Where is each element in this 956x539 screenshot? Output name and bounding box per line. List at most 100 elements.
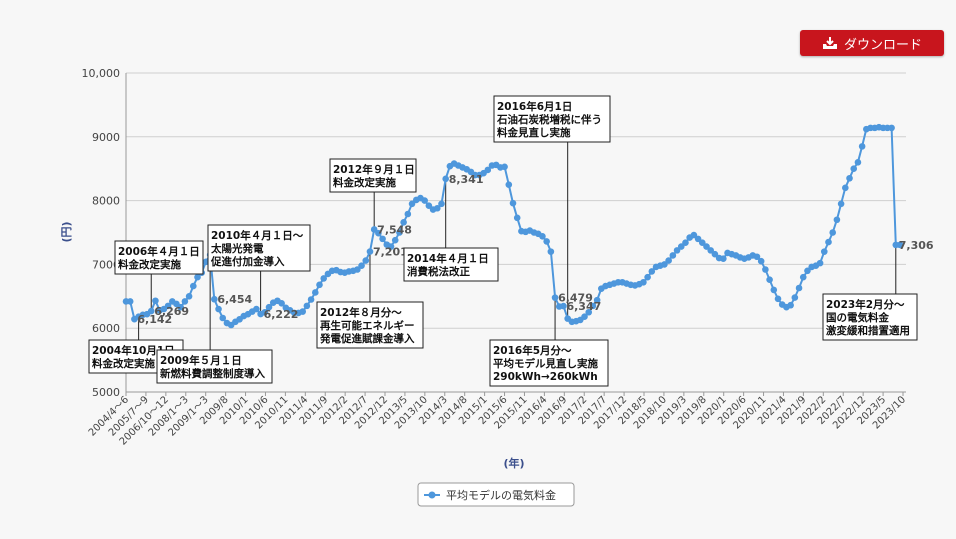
data-point: [762, 266, 769, 273]
annotation-text: 発電促進賦課金導入: [319, 332, 415, 345]
download-button[interactable]: ダウンロード: [800, 30, 944, 56]
data-point: [484, 166, 492, 174]
annotation-text: 平均モデル見直し実施: [493, 357, 598, 370]
data-point: [896, 241, 904, 249]
data-point: [711, 250, 719, 258]
data-point: [799, 273, 807, 281]
data-point: [690, 231, 698, 239]
data-point: [362, 257, 370, 264]
data-point: [185, 293, 193, 300]
data-point: [307, 296, 315, 303]
data-label: 6,479: [558, 292, 593, 305]
data-point: [316, 281, 323, 289]
legend: 平均モデルの電気料金: [417, 482, 575, 507]
annotation-text: 促進付加金導入: [210, 255, 285, 268]
annotation-text: 新燃料費調整制度導入: [160, 367, 265, 380]
annotation-text: 2010年４月１日～: [211, 229, 304, 242]
data-point: [648, 268, 656, 275]
annotation-frame: [822, 293, 918, 341]
data-point: [539, 233, 546, 240]
data-point: [593, 296, 601, 304]
data-point: [753, 253, 761, 261]
data-point: [707, 247, 715, 254]
annotation-leader-lines: [138, 142, 897, 350]
data-point: [194, 273, 201, 281]
annotation-text: 2012年９月１日: [333, 163, 415, 176]
data-point: [501, 163, 508, 171]
data-point: [442, 175, 449, 183]
data-point: [147, 307, 155, 315]
data-point: [421, 197, 428, 204]
data-point: [425, 202, 433, 210]
annotation-text: 国の電気料金: [826, 311, 889, 324]
data-point: [299, 308, 306, 315]
data-label: 6,454: [217, 293, 252, 306]
data-point: [513, 214, 521, 222]
annotation-text: 料金改定実施: [333, 176, 396, 189]
data-point: [825, 238, 832, 246]
annotation-text: 290kWh→260kWh: [493, 371, 598, 383]
data-point: [311, 289, 319, 296]
data-point: [829, 229, 836, 236]
data-point: [181, 298, 189, 305]
annotation-frame: [156, 349, 273, 384]
data-point: [438, 200, 445, 208]
data-point: [703, 243, 710, 250]
data-point: [404, 210, 412, 218]
data-point: [673, 247, 681, 254]
data-point: [791, 294, 799, 301]
data-point: [661, 261, 668, 268]
data-point: [804, 267, 811, 275]
data-label: 6,142: [137, 313, 172, 326]
data-point: [551, 294, 559, 301]
data-label: 7,306: [899, 239, 934, 252]
data-point: [837, 200, 845, 208]
y-axis: 5000 6000 7000 8000 9000 10,000: [82, 67, 127, 399]
data-point: [585, 308, 593, 316]
data-point: [265, 303, 273, 311]
annotation-frame: [493, 95, 611, 143]
data-label: 6,347: [566, 300, 601, 313]
data-point: [694, 235, 702, 243]
data-point: [547, 248, 555, 255]
annotation-frame: [207, 224, 311, 272]
y-tick-label: 8000: [92, 195, 120, 208]
data-label: 6,222: [264, 308, 299, 321]
data-point: [665, 257, 672, 264]
annotation-text: 2023年2月分～: [826, 298, 905, 311]
y-tick-label: 5000: [92, 386, 120, 399]
legend-marker: [428, 491, 436, 499]
data-point: [682, 239, 689, 247]
data-point: [278, 300, 285, 307]
data-point: [842, 184, 849, 192]
data-point: [253, 305, 260, 313]
data-point: [358, 262, 365, 269]
annotation-text: 料金改定実施: [118, 258, 181, 271]
data-point: [433, 204, 441, 212]
annotation-text: 2004年10月1日: [92, 344, 175, 357]
annotation-frame: [316, 301, 424, 349]
annotation-text: 消費税法改正: [407, 265, 470, 278]
data-point: [211, 295, 218, 303]
y-tick-label: 7000: [92, 258, 120, 271]
legend-entry: 平均モデルの電気料金: [446, 488, 556, 502]
y-tick-label: 6000: [92, 322, 120, 335]
data-point: [509, 199, 517, 207]
annotation-text: 激変緩和措置適用: [826, 324, 910, 337]
annotation-frame: [489, 339, 609, 387]
data-point: [766, 276, 773, 284]
annotation-text: 料金改定実施: [92, 357, 155, 370]
annotation-text: 2016年5月分～: [493, 344, 572, 357]
data-point: [644, 273, 651, 281]
data-point: [375, 229, 382, 237]
annotation-text: 料金見直し実施: [497, 126, 571, 139]
download-tray-icon: [822, 36, 838, 50]
data-point: [850, 165, 858, 172]
data-point: [854, 159, 862, 166]
